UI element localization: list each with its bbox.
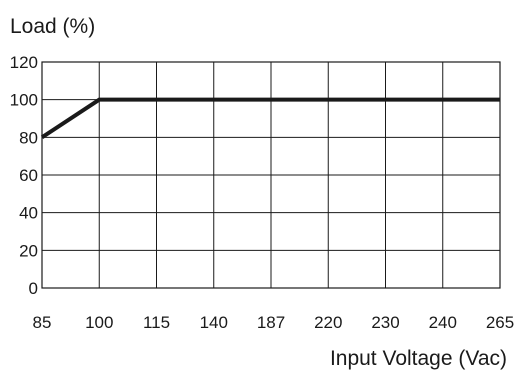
- x-tick-label: 140: [200, 313, 228, 332]
- x-tick-label: 220: [314, 313, 342, 332]
- y-tick-labels: 0 20 40 60 80 100 120: [10, 53, 38, 298]
- y-tick-label: 100: [10, 91, 38, 110]
- y-tick-label: 0: [29, 279, 38, 298]
- x-tick-label: 265: [486, 313, 514, 332]
- y-tick-label: 20: [19, 241, 38, 260]
- y-tick-label: 60: [19, 166, 38, 185]
- x-tick-label: 187: [257, 313, 285, 332]
- x-tick-label: 230: [371, 313, 399, 332]
- y-axis-title: Load (%): [10, 15, 95, 38]
- series-layer: [40, 97, 501, 140]
- plot-grid: [41, 61, 501, 289]
- y-tick-label: 40: [19, 204, 38, 223]
- x-axis-title: Input Voltage (Vac): [330, 347, 507, 370]
- x-tick-label: 100: [85, 313, 113, 332]
- y-tick-label: 120: [10, 53, 38, 72]
- x-tick-label: 240: [429, 313, 457, 332]
- x-tick-label: 85: [33, 313, 52, 332]
- y-tick-label: 80: [19, 128, 38, 147]
- x-tick-labels: 85 100 115 140 187 220 230 240 265: [33, 313, 514, 332]
- x-tick-label: 115: [143, 313, 170, 332]
